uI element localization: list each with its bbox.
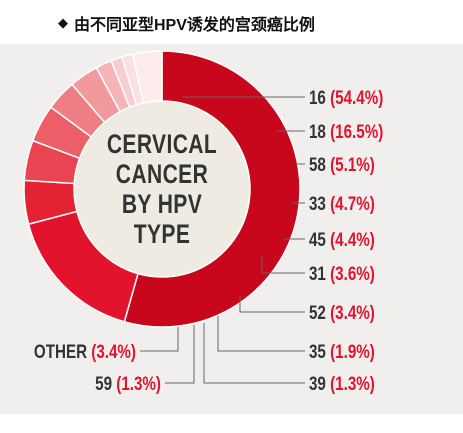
label-type: 33 [309, 192, 330, 214]
label-35: 35 (1.9%) [309, 340, 375, 362]
label-type: 18 [309, 120, 330, 142]
slice-other [131, 50, 163, 104]
chart-heading: 由不同亚型HPV诱发的宫颈癌比例 [74, 17, 315, 34]
center-disc [75, 102, 249, 276]
label-18: 18 (16.5%) [309, 120, 383, 142]
label-percent: (4.7%) [330, 192, 375, 214]
label-31: 31 (3.6%) [309, 262, 375, 284]
label-type: 52 [309, 301, 330, 323]
label-percent: (1.3%) [116, 372, 161, 394]
black-diamond-icon: ◆ [58, 15, 68, 30]
label-39: 39 (1.3%) [309, 372, 375, 394]
label-45: 45 (4.4%) [309, 228, 375, 250]
center-label-line: CERVICAL [107, 130, 217, 160]
label-type: OTHER [34, 340, 91, 362]
label-58: 58 (5.1%) [309, 153, 375, 175]
label-percent: (1.3%) [330, 372, 375, 394]
label-percent: (16.5%) [330, 120, 383, 142]
chart-title-row: ◆ 由不同亚型HPV诱发的宫颈癌比例 [58, 10, 315, 36]
label-type: 31 [309, 262, 330, 284]
leader-line-31 [261, 256, 305, 274]
leader-line-52 [239, 296, 305, 313]
label-percent: (4.4%) [330, 228, 375, 250]
label-33: 33 (4.7%) [309, 192, 375, 214]
label-percent: (3.4%) [330, 301, 375, 323]
label-type: 59 [95, 372, 116, 394]
leader-line-35 [217, 316, 305, 352]
slice-16 [123, 50, 301, 328]
label-percent: (54.4%) [330, 86, 383, 108]
label-type: 35 [309, 340, 330, 362]
center-label-line: BY HPV [122, 190, 202, 220]
leader-line-other [140, 327, 179, 352]
label-type: 45 [309, 228, 330, 250]
center-label-line: TYPE [134, 220, 191, 250]
label-59: 59 (1.3%) [95, 372, 161, 394]
label-52: 52 (3.4%) [309, 301, 375, 323]
label-percent: (3.4%) [91, 340, 136, 362]
label-other: OTHER (3.4%) [34, 340, 136, 362]
label-percent: (3.6%) [330, 262, 375, 284]
label-percent: (1.9%) [330, 340, 375, 362]
label-percent: (5.1%) [330, 153, 375, 175]
leader-line-39 [203, 323, 305, 384]
label-type: 39 [309, 372, 330, 394]
leader-line-59 [165, 325, 195, 384]
label-type: 58 [309, 153, 330, 175]
center-label-line: CANCER [116, 160, 208, 190]
label-type: 16 [309, 86, 330, 108]
label-16: 16 (54.4%) [309, 86, 383, 108]
